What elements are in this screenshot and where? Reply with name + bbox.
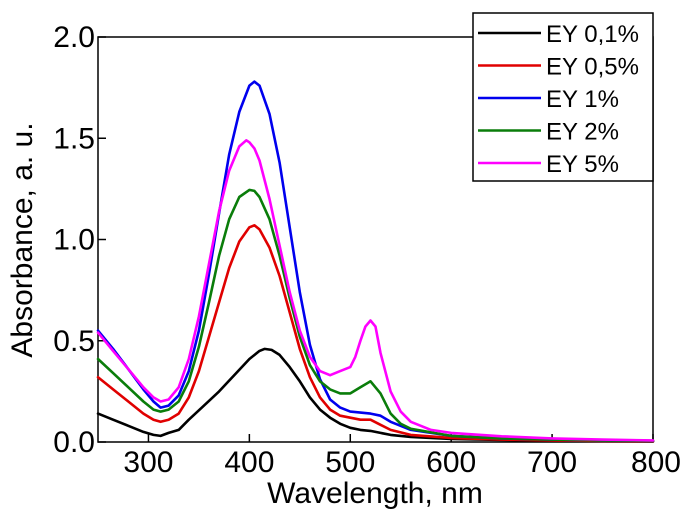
legend-label: EY 1%	[546, 86, 619, 113]
y-axis-label: Absorbance, a. u.	[6, 122, 39, 357]
y-tick-label: 0.5	[53, 325, 95, 358]
x-tick-label: 500	[325, 446, 375, 479]
x-axis-ticks: 300 400 500 600 700 800	[123, 434, 681, 479]
x-tick-label: 300	[123, 446, 173, 479]
x-tick-label: 400	[224, 446, 274, 479]
y-tick-label: 1.5	[53, 122, 95, 155]
legend: EY 0,1% EY 0,5% EY 1% EY 2% EY 5%	[472, 12, 654, 182]
x-tick-label: 800	[631, 446, 681, 479]
legend-label: EY 2%	[546, 119, 619, 146]
series-line-5	[96, 139, 655, 442]
legend-label: EY 5%	[546, 151, 619, 178]
series-line-2	[96, 224, 655, 443]
y-axis-ticks: 0.0 0.5 1.0 1.5 2.0	[53, 21, 106, 459]
series-line-3	[96, 80, 655, 443]
series-layer	[96, 80, 655, 443]
series-line-1	[96, 347, 655, 443]
x-tick-label: 600	[426, 446, 476, 479]
x-tick-label: 700	[527, 446, 577, 479]
y-tick-label: 0.0	[53, 426, 95, 459]
y-tick-label: 1.0	[53, 224, 95, 257]
legend-label: EY 0,5%	[546, 54, 639, 81]
series-line-4	[96, 188, 655, 443]
legend-label: EY 0,1%	[546, 21, 639, 48]
x-axis-label: Wavelength, nm	[267, 477, 483, 509]
y-tick-label: 2.0	[53, 21, 95, 54]
